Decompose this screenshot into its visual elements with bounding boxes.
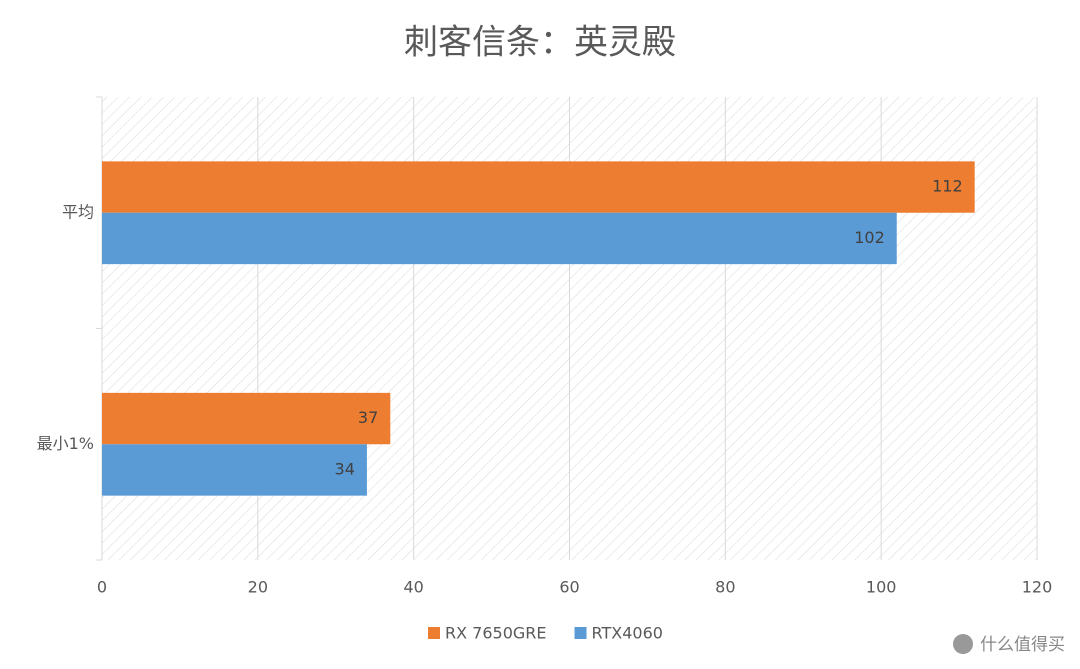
watermark-icon — [953, 634, 973, 654]
bar — [102, 161, 975, 213]
x-tick-label: 100 — [866, 578, 897, 597]
legend-label: RX 7650GRE — [445, 624, 547, 643]
chart-title: 刺客信条：英灵殿 — [404, 23, 676, 63]
legend-label: RTX4060 — [592, 624, 663, 643]
bar — [102, 392, 391, 445]
data-label: 112 — [932, 177, 963, 196]
watermark: 什么值得买 — [980, 635, 1065, 655]
x-tick-label: 0 — [97, 578, 107, 597]
bar — [102, 444, 367, 496]
data-label: 34 — [335, 459, 355, 478]
x-tick-label: 60 — [559, 578, 579, 597]
bar — [102, 212, 897, 265]
y-tick-label: 最小1% — [37, 434, 94, 453]
x-tick-label: 120 — [1022, 578, 1053, 597]
data-label: 37 — [358, 408, 378, 427]
y-tick-label: 平均 — [62, 202, 94, 221]
x-tick-label: 20 — [248, 578, 268, 597]
legend-swatch — [574, 627, 587, 639]
x-tick-label: 40 — [403, 578, 423, 597]
legend-swatch — [428, 627, 440, 639]
x-tick-label: 80 — [715, 578, 735, 597]
data-label: 102 — [854, 228, 885, 247]
